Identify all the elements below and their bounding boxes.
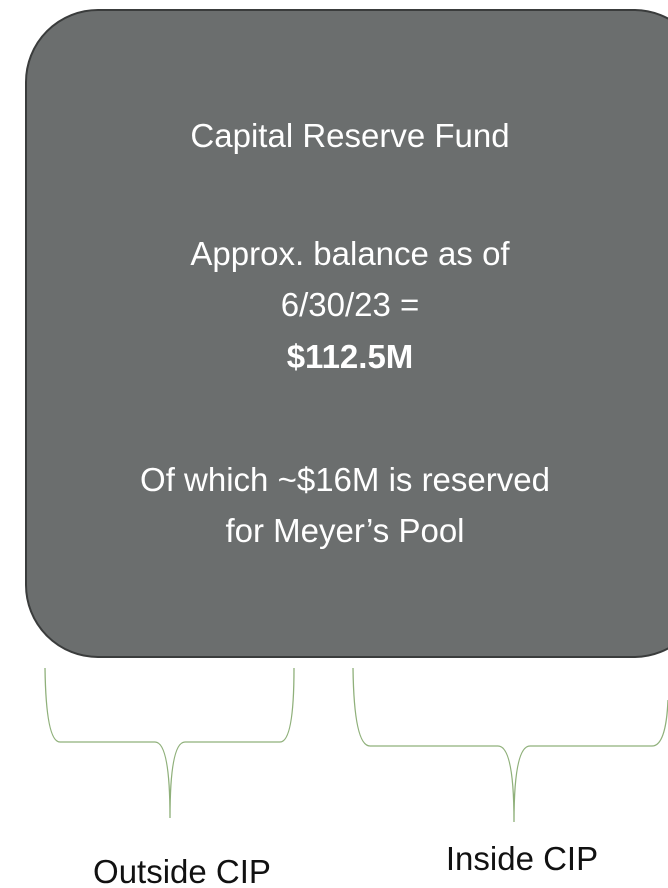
box-line: Of which ~$16M is reserved — [140, 461, 550, 498]
brace-label: Outside CIP — [93, 853, 271, 888]
reserve-box — [25, 9, 668, 658]
box-line: Approx. balance as of — [190, 235, 510, 272]
brace-label: Inside CIP — [446, 840, 598, 877]
box-line: for Meyer’s Pool — [225, 512, 464, 549]
box-amount: $112.5M — [287, 338, 414, 375]
brace-left — [44, 667, 295, 819]
box-title: Capital Reserve Fund — [190, 117, 509, 154]
brace-right — [352, 667, 668, 823]
box-line: 6/30/23 = — [281, 286, 420, 323]
